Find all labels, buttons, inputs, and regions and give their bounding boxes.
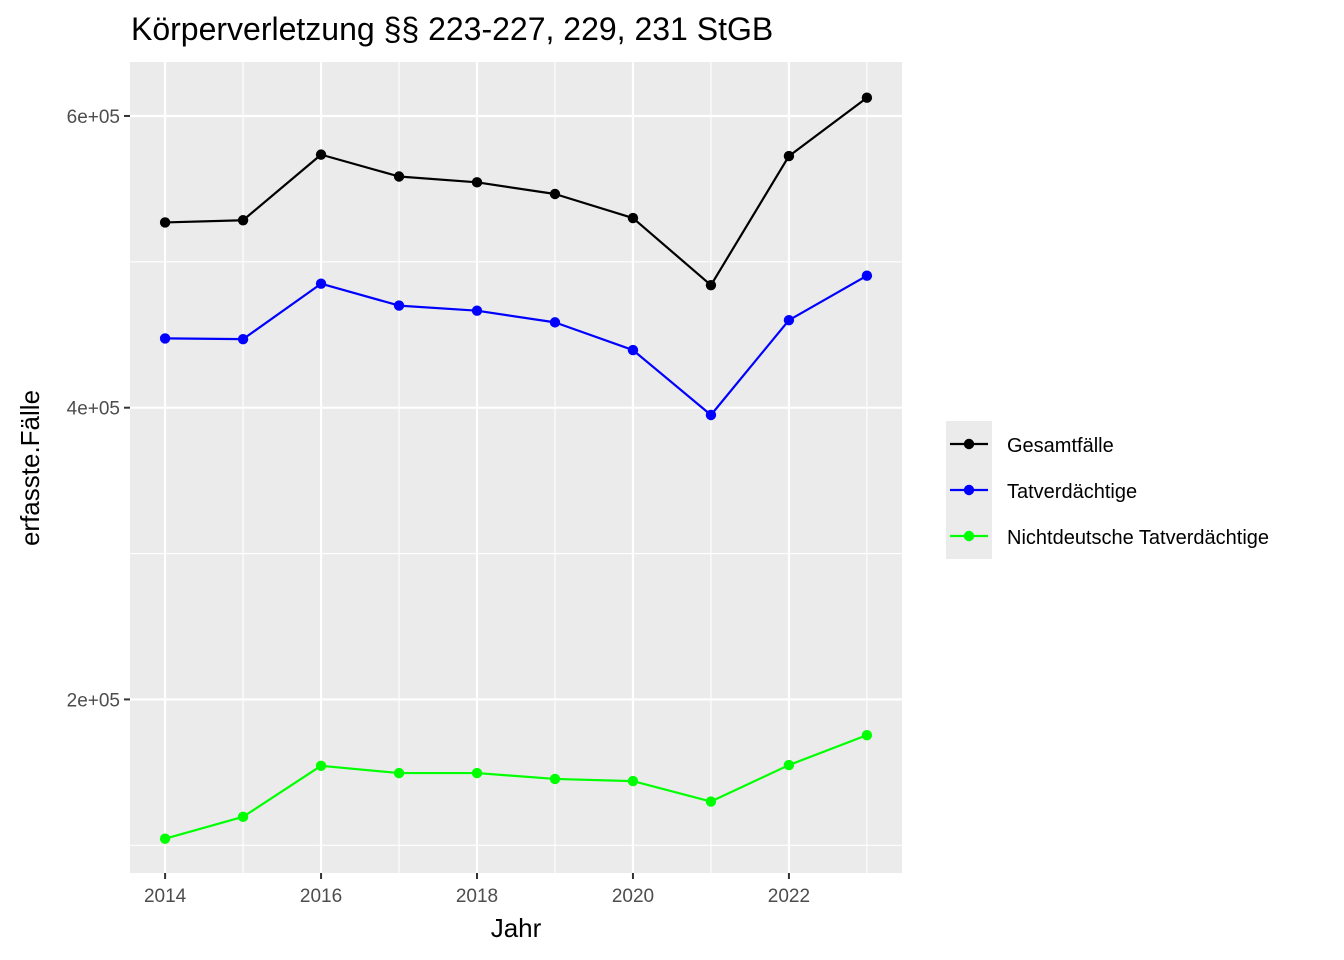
series-0-point xyxy=(315,149,327,160)
series-1-point xyxy=(471,305,483,316)
series-1-point xyxy=(549,317,561,328)
series-line-1 xyxy=(165,274,868,417)
series-2-point xyxy=(159,833,171,844)
legend-label: Nichtdeutsche Tatverdächtige xyxy=(1007,527,1269,549)
series-2-point xyxy=(393,767,405,779)
series-2-point xyxy=(627,775,639,787)
series-2-point xyxy=(315,760,327,771)
series-1-point xyxy=(861,270,873,281)
legend-label: Tatverdächtige xyxy=(1007,481,1137,503)
series-line-2 xyxy=(164,734,868,840)
series-0-point xyxy=(783,150,795,162)
series-2-point xyxy=(237,811,249,823)
series-2-point xyxy=(471,767,483,779)
series-1-point xyxy=(783,314,795,326)
series-1-point xyxy=(393,300,405,311)
series-line-0 xyxy=(165,96,868,287)
legend-key-point xyxy=(963,438,975,450)
series-0-point xyxy=(393,171,405,182)
series-0-point xyxy=(159,217,171,228)
chart-title: Körperverletzung §§ 223-227, 229, 231 St… xyxy=(131,11,773,47)
x-tick-label: 2016 xyxy=(300,886,342,907)
series-2-point xyxy=(783,759,795,771)
y-tick-label: 6e+05 xyxy=(67,107,120,128)
legend-key-point xyxy=(963,484,975,496)
x-tick-label: 2020 xyxy=(612,886,654,907)
series-0-point xyxy=(237,215,249,226)
series-2-point xyxy=(705,796,717,807)
series-1-point xyxy=(159,333,171,344)
series-0-point xyxy=(549,188,561,200)
x-tick-label: 2022 xyxy=(768,886,810,907)
series-2-point xyxy=(549,773,561,785)
series-0-point xyxy=(471,177,483,188)
series-lines xyxy=(159,92,873,844)
x-tick-label: 2014 xyxy=(144,886,187,907)
y-tick-label: 4e+05 xyxy=(67,399,120,420)
legend-key-point xyxy=(963,530,975,542)
series-2-point xyxy=(861,729,873,741)
axes: 2e+05 4e+05 6e+05 2014 2016 2018 2020 2022 xyxy=(67,107,810,907)
y-tick-label: 2e+05 xyxy=(67,690,120,711)
plot-panel xyxy=(130,62,902,873)
y-axis-title: erfasste.Fälle xyxy=(15,390,45,546)
series-0-point xyxy=(705,279,717,291)
series-0-point xyxy=(627,212,639,224)
legend: Gesamtfälle Tatverdächtige Nichtdeutsche T… xyxy=(946,421,1269,559)
series-0-point xyxy=(861,92,873,103)
series-1-point xyxy=(705,409,717,421)
series-1-point xyxy=(237,333,249,345)
series-1-point xyxy=(315,278,327,289)
x-tick-label: 2018 xyxy=(456,886,498,907)
series-1-point xyxy=(627,344,639,356)
legend-label: Gesamtfälle xyxy=(1007,435,1114,457)
x-axis-title: Jahr xyxy=(491,913,542,943)
